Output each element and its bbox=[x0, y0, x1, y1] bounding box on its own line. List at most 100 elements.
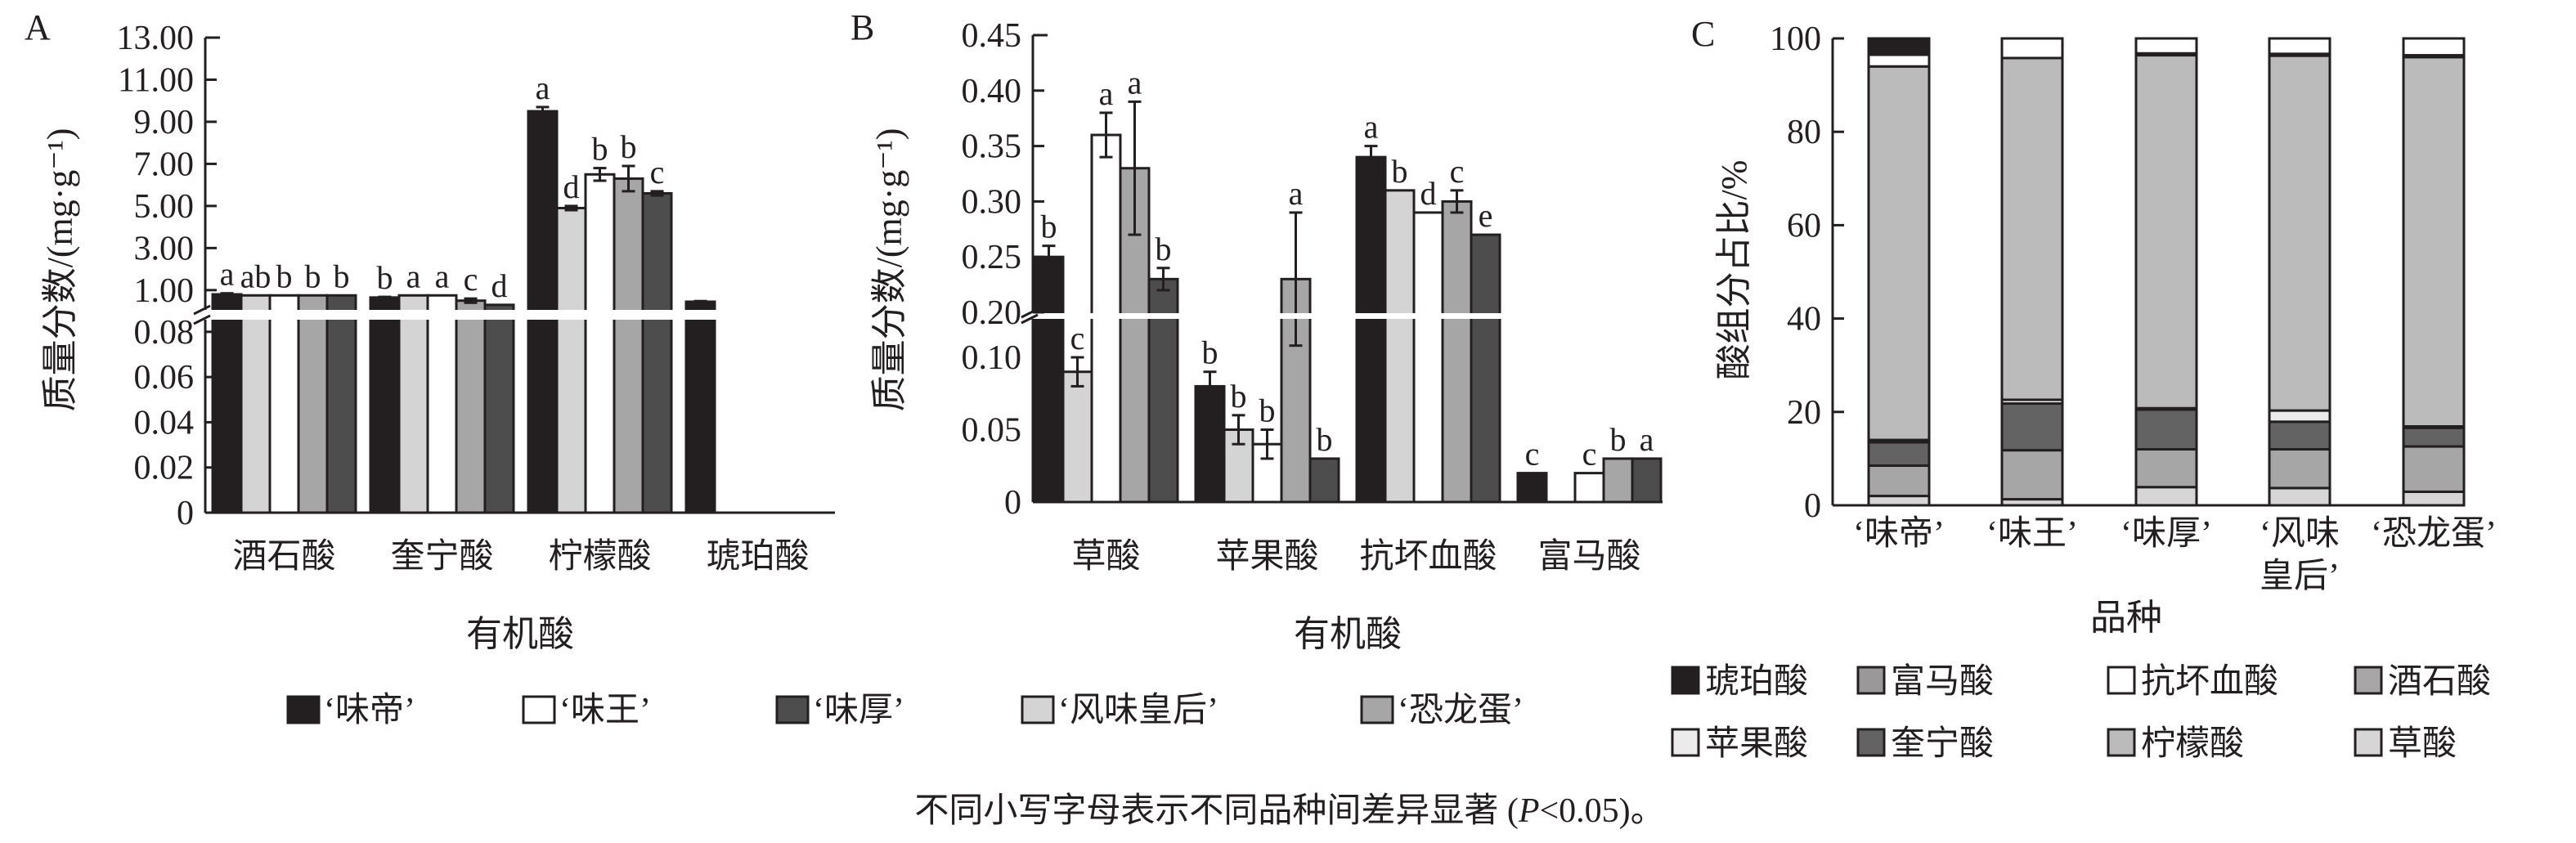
legend-label: 苹果酸 bbox=[1705, 725, 1808, 763]
y-tick-label: 7.00 bbox=[134, 146, 195, 183]
significance-letter: a bbox=[435, 258, 450, 294]
significance-letter: a bbox=[1099, 75, 1114, 112]
legend-swatch bbox=[1671, 728, 1700, 757]
stack-segment bbox=[2268, 487, 2331, 507]
bar bbox=[1308, 457, 1340, 504]
significance-letter: b bbox=[1156, 231, 1172, 267]
legend-swatch bbox=[2354, 666, 2383, 695]
significance-letter: a bbox=[1640, 421, 1654, 458]
bar bbox=[240, 294, 272, 514]
stack-segment bbox=[2000, 402, 2064, 452]
bar bbox=[1147, 277, 1179, 504]
bar bbox=[1384, 189, 1416, 504]
y-tick-label: 0 bbox=[1004, 484, 1021, 522]
category-label: 皇后’ bbox=[2260, 558, 2340, 595]
bar bbox=[1470, 233, 1501, 504]
y-tick-label: 0.30 bbox=[962, 183, 1022, 221]
stack-segment bbox=[2268, 37, 2331, 56]
category-label: ‘味王’ bbox=[1986, 515, 2078, 553]
legend-swatch bbox=[2107, 666, 2136, 695]
bar bbox=[1194, 384, 1226, 504]
category-label: 苹果酸 bbox=[1215, 538, 1318, 576]
panel-label-c: C bbox=[1691, 14, 1715, 54]
y-tick-label: 100 bbox=[1770, 20, 1821, 58]
significance-letter: a bbox=[1128, 64, 1142, 101]
stack-segment bbox=[1867, 65, 1931, 442]
y-tick-label: 1.00 bbox=[134, 272, 195, 310]
y-tick-label: 13.00 bbox=[117, 20, 195, 57]
stack-segment bbox=[2000, 37, 2064, 60]
x-axis-label: 有机酸 bbox=[466, 614, 574, 654]
category-label: 富马酸 bbox=[1537, 537, 1640, 576]
bar bbox=[325, 294, 357, 514]
y-tick-label: 0.45 bbox=[962, 17, 1022, 55]
stack-segment bbox=[2268, 420, 2331, 451]
bar bbox=[268, 294, 300, 514]
axis-break-band bbox=[202, 310, 837, 320]
significance-letter: b bbox=[1231, 378, 1247, 415]
x-axis-label: 品种 bbox=[2090, 598, 2162, 638]
category-label: ‘味厚’ bbox=[2120, 515, 2212, 553]
panel-label-b: B bbox=[850, 7, 874, 47]
y-tick-label: 0.40 bbox=[962, 73, 1022, 110]
stack-segment bbox=[2268, 409, 2331, 424]
bar bbox=[1033, 255, 1065, 504]
panel-c: ‘味帝’ ‘味王’ ‘味厚’ ‘风味皇后’ ‘恐龙蛋’ 0 20 40 60 80 100 酸组分占比… bbox=[1714, 20, 2497, 638]
legend-label: 柠檬酸 bbox=[2141, 725, 2244, 763]
category-label: 草酸 bbox=[1071, 538, 1140, 576]
stack-segment bbox=[1867, 37, 1931, 56]
significance-letter: c bbox=[464, 261, 478, 298]
legend-label: ‘味帝’ bbox=[324, 692, 415, 729]
significance-letter: b bbox=[1259, 392, 1276, 429]
significance-letter: a bbox=[1364, 109, 1379, 146]
significance-letter: d bbox=[491, 267, 508, 304]
legend-swatch bbox=[1021, 695, 1055, 724]
y-tick-label: 0.35 bbox=[962, 128, 1022, 166]
significance-letter: a bbox=[220, 256, 235, 293]
y-tick-label: 0.02 bbox=[134, 450, 195, 487]
axis-break-band bbox=[1030, 313, 1664, 319]
panel-label-a: A bbox=[25, 7, 51, 47]
y-axis-label: 质量分数/(mg·g⁻¹) bbox=[40, 128, 80, 412]
significance-letter: a bbox=[1289, 175, 1304, 212]
significance-letter: b bbox=[1610, 421, 1627, 458]
x-axis-label: 有机酸 bbox=[1294, 614, 1402, 654]
stack-segment bbox=[2134, 37, 2198, 55]
bar bbox=[397, 294, 429, 514]
legend-label: 酒石酸 bbox=[2388, 663, 2491, 701]
legend-swatch bbox=[775, 695, 810, 724]
bar bbox=[684, 300, 716, 514]
category-label: ‘风味 bbox=[2260, 515, 2340, 553]
stack-segment bbox=[2268, 447, 2331, 490]
bar bbox=[455, 299, 487, 514]
bar bbox=[584, 173, 616, 514]
y-tick-label: 0.25 bbox=[962, 239, 1022, 276]
significance-letter: c bbox=[1070, 320, 1085, 356]
y-tick-label: 0 bbox=[177, 495, 194, 532]
significance-letter: d bbox=[1420, 175, 1437, 212]
y-tick-label: 0.05 bbox=[962, 412, 1022, 450]
stack-segment bbox=[2134, 408, 2198, 451]
bar bbox=[483, 303, 515, 514]
y-tick-label: 0.08 bbox=[134, 314, 195, 352]
y-tick-label: 0.10 bbox=[962, 339, 1022, 377]
legend-swatch bbox=[1360, 695, 1394, 724]
y-tick-label: 0 bbox=[1804, 487, 1821, 525]
legend-label: 抗坏血酸 bbox=[2141, 662, 2278, 701]
y-tick-label: 0.20 bbox=[962, 294, 1022, 332]
bar bbox=[613, 177, 644, 514]
category-label: ‘味帝’ bbox=[1853, 515, 1945, 553]
significance-letter: b bbox=[1202, 334, 1218, 371]
bar bbox=[1573, 472, 1605, 504]
footnote: 不同小写字母表示不同品种间差异显著 (P<0.05)。 bbox=[914, 791, 1664, 830]
bar bbox=[297, 294, 329, 514]
stack-segment bbox=[2134, 486, 2198, 507]
significance-letter: c bbox=[1450, 153, 1465, 190]
significance-letter: b bbox=[1317, 421, 1333, 458]
bar bbox=[555, 206, 587, 514]
significance-letter: ab bbox=[240, 258, 272, 294]
bar bbox=[1631, 457, 1663, 504]
y-axis-label: 质量分数/(mg·g⁻¹) bbox=[869, 128, 909, 412]
